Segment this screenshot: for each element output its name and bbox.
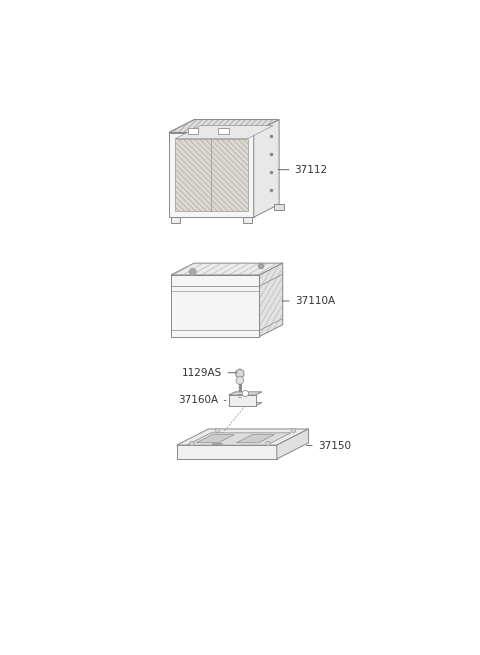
Polygon shape <box>228 392 262 395</box>
Circle shape <box>242 390 249 396</box>
Bar <box>243 217 252 223</box>
Bar <box>218 128 229 134</box>
Circle shape <box>265 441 270 446</box>
Polygon shape <box>254 120 279 217</box>
Polygon shape <box>175 139 248 211</box>
Circle shape <box>236 377 244 384</box>
Polygon shape <box>275 204 284 210</box>
Polygon shape <box>277 429 309 459</box>
Polygon shape <box>177 445 277 459</box>
Polygon shape <box>171 263 283 275</box>
Polygon shape <box>260 263 283 337</box>
Circle shape <box>190 441 194 446</box>
Polygon shape <box>169 132 254 217</box>
Polygon shape <box>258 263 264 269</box>
Circle shape <box>291 428 296 433</box>
Text: 37110A: 37110A <box>282 296 335 306</box>
Polygon shape <box>228 403 262 406</box>
Bar <box>188 128 198 134</box>
Polygon shape <box>171 275 260 337</box>
Text: 37160A: 37160A <box>179 396 226 405</box>
Polygon shape <box>237 435 275 443</box>
Polygon shape <box>236 369 244 378</box>
Polygon shape <box>189 269 196 275</box>
Polygon shape <box>212 443 223 444</box>
Bar <box>170 217 180 223</box>
Text: 37150: 37150 <box>307 441 351 451</box>
Polygon shape <box>175 126 273 139</box>
Polygon shape <box>187 433 291 445</box>
Text: 1129AS: 1129AS <box>182 367 237 378</box>
Polygon shape <box>169 120 279 132</box>
Polygon shape <box>169 120 279 132</box>
Polygon shape <box>228 395 256 406</box>
Polygon shape <box>194 204 204 210</box>
Text: 37112: 37112 <box>278 164 328 175</box>
Polygon shape <box>177 429 309 445</box>
Circle shape <box>215 428 220 433</box>
Polygon shape <box>259 265 263 268</box>
Polygon shape <box>191 270 195 274</box>
Polygon shape <box>196 435 234 443</box>
